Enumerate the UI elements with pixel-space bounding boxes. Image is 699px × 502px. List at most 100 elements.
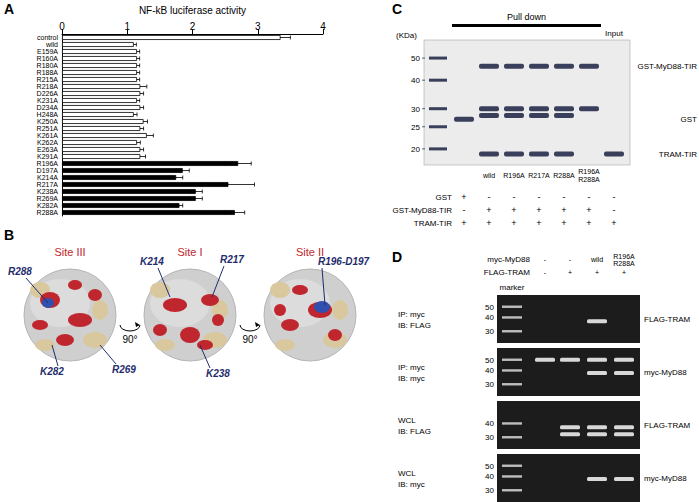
svg-text:wild: wild	[45, 41, 58, 48]
svg-text:R288: R288	[8, 266, 32, 277]
svg-text:30: 30	[485, 433, 494, 442]
svg-text:+: +	[486, 205, 491, 215]
svg-text:+: +	[568, 269, 572, 276]
svg-text:50: 50	[485, 356, 494, 365]
svg-text:R196A: R196A	[613, 253, 635, 260]
svg-text:R188A: R188A	[37, 69, 59, 76]
svg-text:+: +	[511, 218, 516, 228]
svg-text:R217A: R217A	[528, 172, 550, 179]
svg-text:R288A: R288A	[37, 209, 59, 216]
svg-text:90°: 90°	[122, 334, 137, 345]
svg-text:+: +	[622, 269, 626, 276]
svg-text:40: 40	[411, 76, 420, 85]
svg-text:K238: K238	[206, 368, 230, 379]
svg-text:+: +	[586, 218, 591, 228]
svg-text:(KDa): (KDa)	[396, 31, 417, 40]
svg-text:NF-kB luciferase activity: NF-kB luciferase activity	[139, 5, 246, 16]
svg-text:2: 2	[190, 21, 196, 32]
svg-text:3: 3	[255, 21, 261, 32]
svg-text:IP: myc: IP: myc	[398, 363, 425, 372]
svg-text:R288A: R288A	[578, 176, 600, 183]
svg-text:IB: myc: IB: myc	[398, 480, 425, 489]
svg-text:wild: wild	[590, 256, 603, 263]
svg-text:40: 40	[485, 313, 494, 322]
svg-text:40: 40	[485, 419, 494, 428]
svg-text:-: -	[613, 192, 616, 202]
svg-text:4: 4	[320, 21, 326, 32]
svg-text:-: -	[488, 192, 491, 202]
svg-text:R180A: R180A	[37, 62, 59, 69]
svg-text:marker: marker	[500, 283, 525, 292]
svg-text:D: D	[392, 249, 402, 265]
svg-text:-: -	[513, 192, 516, 202]
svg-text:D234A: D234A	[37, 104, 59, 111]
svg-text:myc-MyD88: myc-MyD88	[487, 255, 530, 264]
svg-text:Site III: Site III	[54, 246, 85, 258]
svg-text:H248A: H248A	[37, 111, 59, 118]
svg-text:+: +	[461, 192, 466, 202]
svg-text:-: -	[588, 192, 591, 202]
svg-text:R217: R217	[220, 254, 244, 265]
svg-text:20: 20	[411, 145, 420, 154]
svg-text:50: 50	[485, 303, 494, 312]
svg-text:Site I: Site I	[177, 246, 202, 258]
svg-text:K291A: K291A	[37, 153, 58, 160]
svg-text:WCL: WCL	[398, 469, 416, 478]
svg-text:R215A: R215A	[37, 76, 59, 83]
svg-text:A: A	[4, 1, 14, 17]
svg-text:+: +	[611, 218, 616, 228]
svg-text:Pull down: Pull down	[507, 12, 546, 22]
svg-text:IB: myc: IB: myc	[398, 374, 425, 383]
svg-text:K214: K214	[140, 256, 164, 267]
svg-text:K214A: K214A	[37, 174, 58, 181]
svg-text:GST-MyD88-TIR: GST-MyD88-TIR	[637, 62, 697, 71]
svg-text:50: 50	[411, 54, 420, 63]
svg-text:K262A: K262A	[37, 139, 58, 146]
svg-text:R196-D197: R196-D197	[318, 256, 370, 267]
svg-text:D197A: D197A	[37, 167, 59, 174]
svg-text:R288A: R288A	[613, 260, 635, 267]
svg-text:FLAG-TRAM: FLAG-TRAM	[644, 421, 691, 430]
svg-text:IP: myc: IP: myc	[398, 310, 425, 319]
svg-text:C: C	[392, 1, 402, 17]
svg-text:E263A: E263A	[37, 146, 58, 153]
svg-text:-: -	[569, 256, 572, 263]
svg-text:+: +	[595, 269, 599, 276]
svg-text:R218A: R218A	[37, 83, 59, 90]
svg-text:K231A: K231A	[37, 97, 58, 104]
svg-text:IB: FLAG: IB: FLAG	[398, 321, 431, 330]
svg-text:R269A: R269A	[37, 195, 59, 202]
svg-text:50: 50	[485, 462, 494, 471]
svg-text:90°: 90°	[242, 334, 257, 345]
svg-text:-: -	[544, 269, 547, 276]
svg-text:R217A: R217A	[37, 181, 59, 188]
svg-text:control: control	[37, 34, 58, 41]
svg-text:+: +	[561, 218, 566, 228]
svg-text:wild: wild	[482, 172, 495, 179]
svg-text:40: 40	[485, 472, 494, 481]
svg-text:R288A: R288A	[553, 172, 575, 179]
svg-text:K261A: K261A	[37, 132, 58, 139]
svg-text:K238A: K238A	[37, 188, 58, 195]
svg-text:R196A: R196A	[578, 168, 600, 175]
svg-text:K282: K282	[40, 366, 64, 377]
svg-text:40: 40	[485, 366, 494, 375]
svg-text:+: +	[536, 205, 541, 215]
svg-text:+: +	[486, 218, 491, 228]
svg-text:FLAG-TRAM: FLAG-TRAM	[484, 268, 531, 277]
svg-text:IB: FLAG: IB: FLAG	[398, 427, 431, 436]
svg-text:E159A: E159A	[37, 48, 58, 55]
svg-text:+: +	[536, 218, 541, 228]
svg-text:Site II: Site II	[296, 246, 324, 258]
svg-text:30: 30	[411, 105, 420, 114]
svg-text:25: 25	[411, 123, 420, 132]
svg-text:R251A: R251A	[37, 125, 59, 132]
svg-text:-: -	[538, 192, 541, 202]
svg-text:TRAM-TIR: TRAM-TIR	[414, 219, 452, 228]
svg-text:+: +	[511, 205, 516, 215]
svg-text:+: +	[561, 205, 566, 215]
svg-text:GST: GST	[681, 115, 698, 124]
svg-text:D226A: D226A	[37, 90, 59, 97]
svg-text:-: -	[613, 205, 616, 215]
svg-text:-: -	[544, 256, 547, 263]
